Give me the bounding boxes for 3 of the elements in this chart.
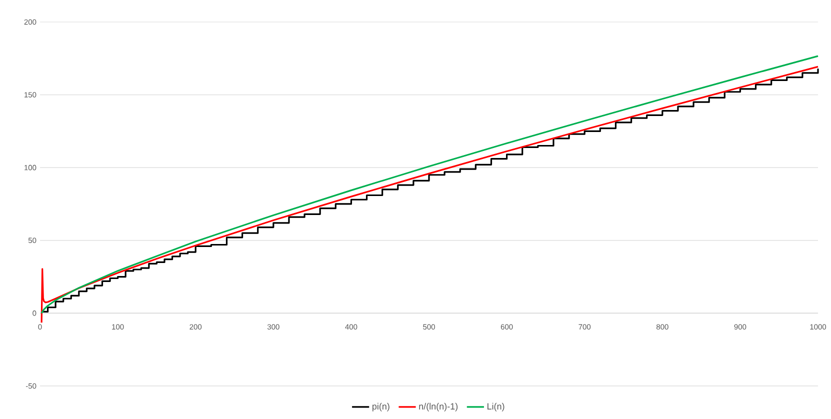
legend-label: n/(ln(n)-1) [419,402,458,412]
legend-label: Li(n) [488,402,504,412]
legend-label: pi(n) [372,402,390,412]
